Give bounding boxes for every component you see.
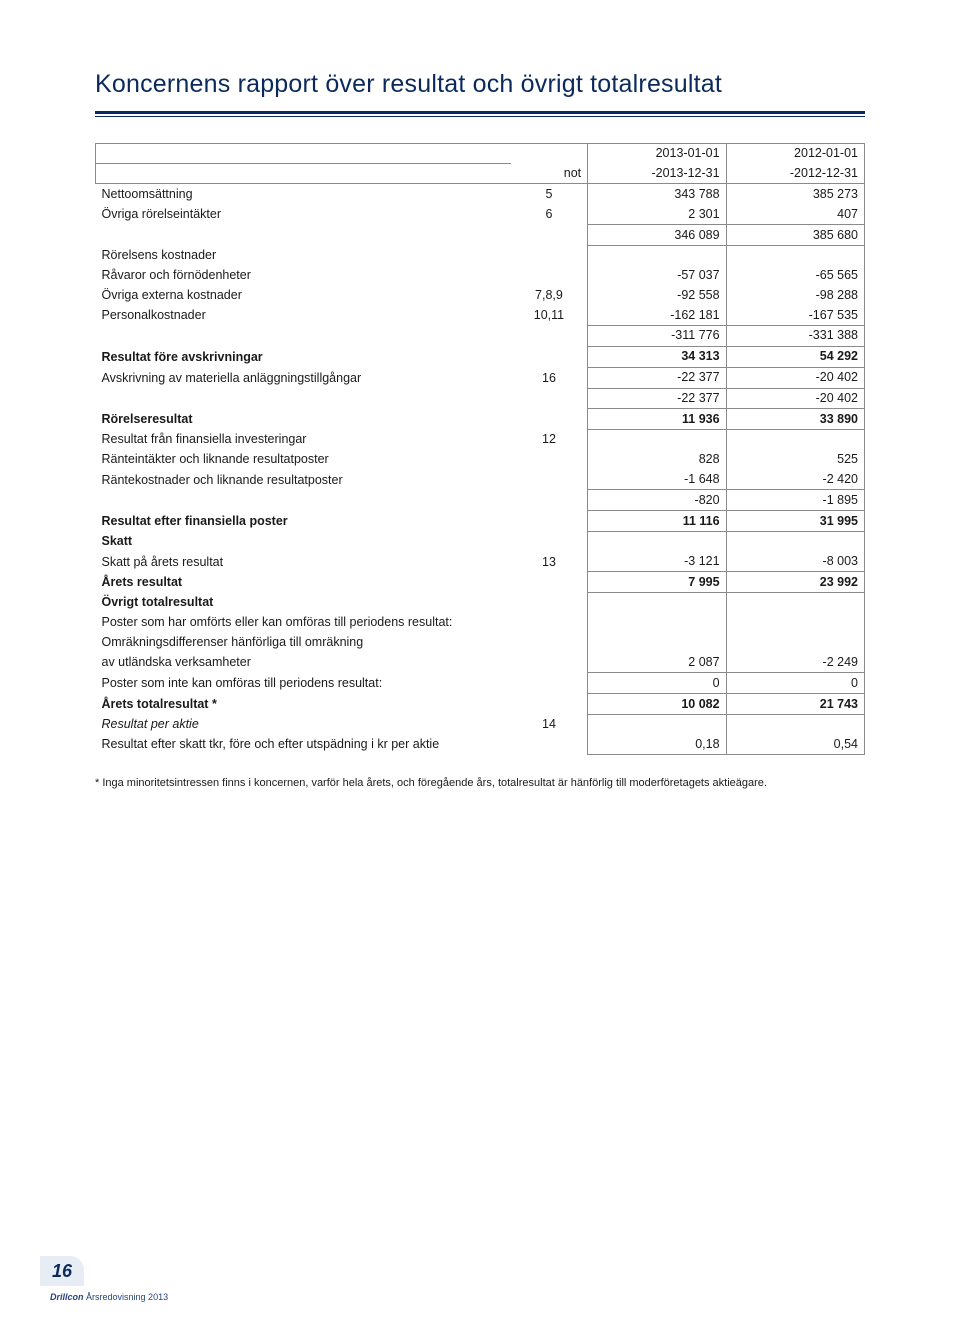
footer-brand: Drillcon bbox=[50, 1292, 84, 1302]
row-value: 7 995 bbox=[588, 572, 726, 593]
row-value: 2 301 bbox=[588, 204, 726, 224]
col-header: -2012-12-31 bbox=[726, 163, 864, 183]
row-label: Resultat före avskrivningar bbox=[96, 346, 511, 367]
row-label: av utländska verksamheter bbox=[96, 652, 511, 672]
row-value: -167 535 bbox=[726, 305, 864, 325]
col-header: 2012-01-01 bbox=[726, 143, 864, 163]
note-header: not bbox=[511, 163, 588, 183]
row-value: -98 288 bbox=[726, 285, 864, 305]
row-value: 11 116 bbox=[588, 511, 726, 532]
row-value: 343 788 bbox=[588, 184, 726, 204]
row-value: 407 bbox=[726, 204, 864, 224]
row-value: 33 890 bbox=[726, 409, 864, 430]
row-value: 23 992 bbox=[726, 572, 864, 593]
row-value: -22 377 bbox=[588, 367, 726, 388]
row-value: 0,18 bbox=[588, 734, 726, 754]
col-header: -2013-12-31 bbox=[588, 163, 726, 183]
row-value: 525 bbox=[726, 450, 864, 470]
row-subtotal: -820 bbox=[588, 490, 726, 511]
row-label: Övriga externa kostnader bbox=[96, 285, 511, 305]
page-title: Koncernens rapport över resultat och övr… bbox=[95, 70, 865, 99]
row-note: 14 bbox=[511, 715, 588, 735]
income-statement-table: 2013-01-01 2012-01-01 not -2013-12-31 -2… bbox=[95, 143, 865, 756]
row-value: 34 313 bbox=[588, 346, 726, 367]
row-label: Nettoomsättning bbox=[96, 184, 511, 204]
row-label: Ränteintäkter och liknande resultatposte… bbox=[96, 450, 511, 470]
page-footer: 16 Drillcon Årsredovisning 2013 bbox=[40, 1256, 168, 1302]
row-value: 31 995 bbox=[726, 511, 864, 532]
row-subtotal: -22 377 bbox=[588, 388, 726, 409]
row-label: Resultat efter finansiella poster bbox=[96, 511, 511, 532]
title-rule-2 bbox=[95, 116, 865, 117]
row-label: Råvaror och förnödenheter bbox=[96, 265, 511, 285]
row-label: Resultat per aktie bbox=[96, 715, 511, 735]
row-label: Poster som har omförts eller kan omföras… bbox=[96, 613, 511, 633]
row-value: 21 743 bbox=[726, 694, 864, 715]
row-value: -57 037 bbox=[588, 265, 726, 285]
row-value: -65 565 bbox=[726, 265, 864, 285]
col-header: 2013-01-01 bbox=[588, 143, 726, 163]
row-label: Resultat från finansiella investeringar bbox=[96, 430, 511, 450]
row-label: Resultat efter skatt tkr, före och efter… bbox=[96, 734, 588, 754]
row-subtotal: -20 402 bbox=[726, 388, 864, 409]
row-value: 0,54 bbox=[726, 734, 864, 754]
row-note: 10,11 bbox=[511, 305, 588, 325]
row-value: 828 bbox=[588, 450, 726, 470]
row-value: 385 273 bbox=[726, 184, 864, 204]
row-label: Personalkostnader bbox=[96, 305, 511, 325]
row-subtotal: 346 089 bbox=[588, 225, 726, 246]
row-label: Rörelseresultat bbox=[96, 409, 511, 430]
row-label: Räntekostnader och liknande resultatpost… bbox=[96, 470, 511, 490]
row-label: Omräkningsdifferenser hänförliga till om… bbox=[96, 633, 511, 653]
row-note: 12 bbox=[511, 430, 588, 450]
row-note: 13 bbox=[511, 552, 588, 572]
row-value: 10 082 bbox=[588, 694, 726, 715]
footnote: * Inga minoritetsintressen finns i konce… bbox=[95, 777, 865, 789]
section-label: Rörelsens kostnader bbox=[96, 245, 511, 265]
section-label: Skatt bbox=[96, 532, 511, 552]
footer-publication: Årsredovisning 2013 bbox=[86, 1292, 168, 1302]
row-label: Poster som inte kan omföras till periode… bbox=[96, 673, 511, 694]
row-value: -92 558 bbox=[588, 285, 726, 305]
row-value: 11 936 bbox=[588, 409, 726, 430]
row-subtotal: 385 680 bbox=[726, 225, 864, 246]
row-note: 6 bbox=[511, 204, 588, 224]
row-note: 5 bbox=[511, 184, 588, 204]
page-number: 16 bbox=[40, 1256, 84, 1286]
row-label: Avskrivning av materiella anläggningstil… bbox=[96, 367, 511, 388]
row-value: 2 087 bbox=[588, 652, 726, 672]
row-value: -20 402 bbox=[726, 367, 864, 388]
section-label: Övrigt totalresultat bbox=[96, 593, 511, 613]
row-note: 7,8,9 bbox=[511, 285, 588, 305]
row-label: Årets totalresultat * bbox=[96, 694, 511, 715]
row-value: -2 249 bbox=[726, 652, 864, 672]
row-subtotal: -311 776 bbox=[588, 325, 726, 346]
row-label: Skatt på årets resultat bbox=[96, 552, 511, 572]
row-value: 0 bbox=[726, 673, 864, 694]
row-value: -162 181 bbox=[588, 305, 726, 325]
row-value: -2 420 bbox=[726, 470, 864, 490]
row-label: Årets resultat bbox=[96, 572, 511, 593]
row-note: 16 bbox=[511, 367, 588, 388]
row-value: -8 003 bbox=[726, 552, 864, 572]
row-value: -3 121 bbox=[588, 552, 726, 572]
row-subtotal: -331 388 bbox=[726, 325, 864, 346]
row-value: -1 648 bbox=[588, 470, 726, 490]
title-rule bbox=[95, 111, 865, 114]
row-value: 54 292 bbox=[726, 346, 864, 367]
row-label: Övriga rörelseintäkter bbox=[96, 204, 511, 224]
row-value: 0 bbox=[588, 673, 726, 694]
row-subtotal: -1 895 bbox=[726, 490, 864, 511]
